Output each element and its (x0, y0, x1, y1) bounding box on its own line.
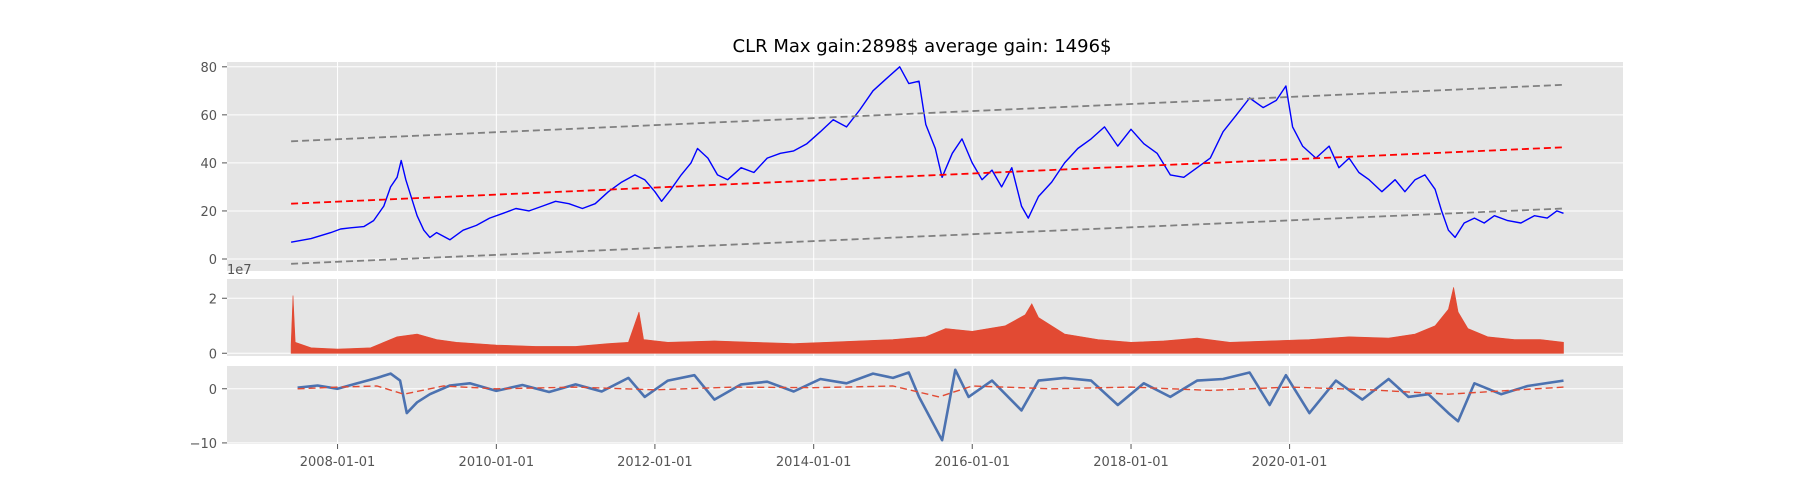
price-series-upper-band (291, 83, 1564, 143)
oscillator-series-smoothed (297, 368, 1564, 442)
volume-tick-label-y: 2 (209, 292, 217, 307)
price-background (227, 62, 1623, 271)
x-tick-label: 2014-01-01 (776, 455, 852, 470)
x-tick-label: 2016-01-01 (934, 455, 1010, 470)
price-series-price (290, 66, 1564, 243)
oscillator-panel: −10 0 (190, 366, 1623, 452)
volume-area (290, 287, 1564, 354)
price-series-lower-band (291, 207, 1564, 265)
x-tick-label: 2010-01-01 (459, 455, 535, 470)
price-tick-label-y: 80 (200, 61, 217, 76)
oscillator-tick-label-y: 0 (209, 383, 217, 398)
x-axis: 2008-01-01 2010-01-01 2012-01-01 2014-01-01… (300, 444, 1328, 470)
volume-panel: 02 (209, 279, 1623, 362)
x-tick-label: 2018-01-01 (1093, 455, 1169, 470)
x-tick-label: 2020-01-01 (1252, 455, 1328, 470)
x-tick-label: 2012-01-01 (617, 455, 693, 470)
volume-tick-label-y: 0 (209, 347, 217, 362)
price-panel: 0 20 40 60 80 (200, 61, 1623, 271)
oscillator-series-raw (297, 385, 1564, 398)
price-tick-label-y: 60 (200, 109, 217, 124)
oscillator-tick-label-y: −10 (190, 437, 217, 452)
price-tick-label-y: 20 (200, 205, 217, 220)
price-tick-label-y: 0 (209, 253, 217, 268)
oscillator-background (227, 366, 1623, 444)
x-tick-label: 2008-01-01 (300, 455, 376, 470)
chart-title: CLR Max gain:2898$ average gain: 1496$ (733, 36, 1112, 57)
volume-scale-label: 1e7 (227, 263, 252, 278)
price-tick-label-y: 40 (200, 157, 217, 172)
price-series-trend (291, 146, 1564, 205)
